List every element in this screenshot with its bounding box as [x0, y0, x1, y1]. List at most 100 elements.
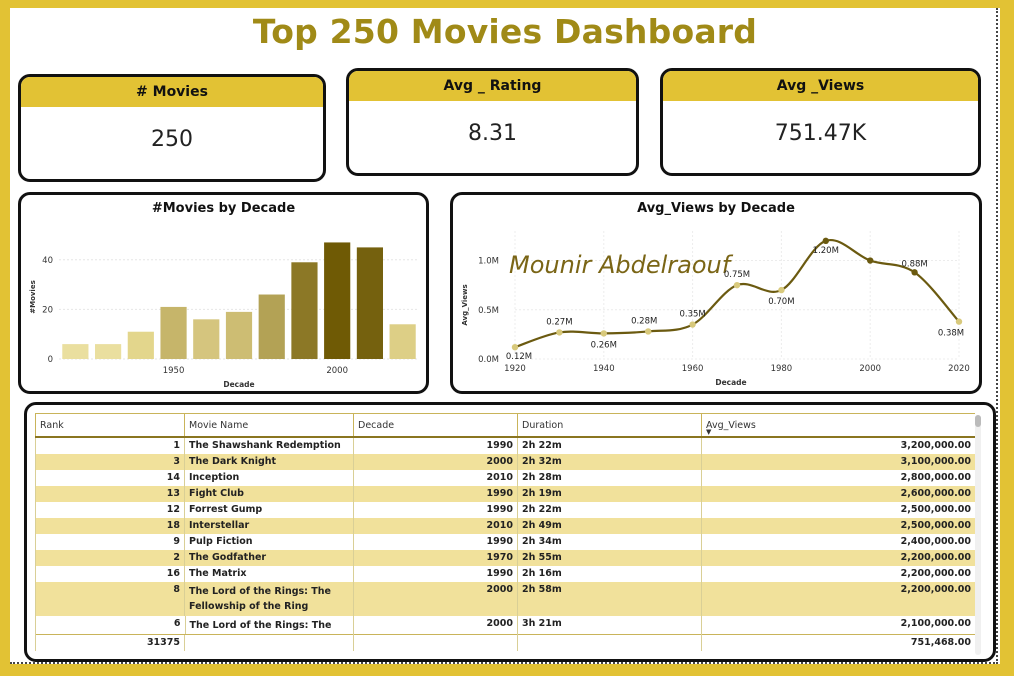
bar-chart-card[interactable]: #Movies by Decade 0 20 40 1950 2000 Decade #Mo… [18, 192, 429, 394]
table-row[interactable]: 13 Fight Club 1990 2h 19m 2,600,000.00 [35, 486, 975, 502]
kpi-value: 250 [151, 127, 193, 152]
column-header-duration[interactable]: Duration [517, 413, 702, 438]
kpi-label: Avg _Views [663, 71, 978, 101]
line-point-1950 [645, 328, 652, 335]
table-row[interactable]: 2 The Godfather 1970 2h 55m 2,200,000.00 [35, 550, 975, 566]
table-row[interactable]: 16 The Matrix 1990 2h 16m 2,200,000.00 [35, 566, 975, 582]
table-total-row: 31375 751,468.00 [35, 634, 975, 651]
column-header-avg-views[interactable]: Avg_Views ▼ [701, 413, 975, 438]
line-point-label: 0.88M [901, 259, 927, 269]
table-row[interactable]: 1 The Shawshank Redemption 1990 2h 22m 3,200… [35, 437, 975, 454]
watermark-signature: Mounir Abdelraouf [509, 251, 734, 279]
decade-cell: 2010 [353, 470, 518, 486]
movies-table-card[interactable]: Rank Movie Name Decade Duration Avg_View… [24, 402, 996, 662]
total-empty-cell [517, 634, 702, 651]
line-point-1940 [600, 330, 607, 337]
table-row[interactable]: 9 Pulp Fiction 1990 2h 34m 2,400,000.00 [35, 534, 975, 550]
rank-cell: 14 [35, 470, 185, 486]
column-header-avg-views-label: Avg_Views [706, 419, 756, 431]
kpi-card-views[interactable]: Avg _Views 751.47K [660, 68, 981, 176]
avg-views-cell: 2,200,000.00 [701, 550, 975, 566]
line-point-label: 0.35M [679, 310, 705, 320]
table-row[interactable]: 12 Forrest Gump 1990 2h 22m 2,500,000.00 [35, 502, 975, 518]
movie-name-cell: Interstellar [184, 518, 354, 534]
table-row[interactable]: 18 Interstellar 2010 2h 49m 2,500,000.00 [35, 518, 975, 534]
bar-chart-title: #Movies by Decade [151, 201, 296, 216]
kpi-label: Avg _ Rating [349, 71, 636, 101]
bar-x-tick-label: 1950 [163, 366, 185, 376]
line-point-1980 [778, 286, 785, 294]
kpi-card-movies[interactable]: # Movies 250 [18, 74, 326, 182]
decade-cell: 2010 [353, 518, 518, 534]
table-row[interactable]: 3 The Dark Knight 2000 2h 32m 3,100,000.00 [35, 454, 975, 470]
line-point-label: 0.27M [546, 317, 572, 327]
bar-mark-1970 [225, 311, 253, 359]
line-x-axis-label: Decade [715, 378, 746, 387]
bar-mark-1950 [160, 306, 187, 359]
kpi-card-rating[interactable]: Avg _ Rating 8.31 [346, 68, 639, 176]
bar-mark-1940 [127, 331, 154, 359]
duration-cell: 2h 58m [517, 582, 702, 616]
movie-name-cell: The Shawshank Redemption [184, 437, 354, 454]
decade-cell: 2000 [353, 454, 518, 470]
line-point-2010 [911, 269, 918, 276]
duration-cell: 2h 28m [517, 470, 702, 486]
table-header-row: Rank Movie Name Decade Duration Avg_View… [35, 413, 975, 438]
total-empty-cell [353, 634, 518, 651]
decade-cell: 1990 [353, 502, 518, 518]
avg-views-cell: 2,600,000.00 [701, 486, 975, 502]
bar-mark-1920 [62, 344, 89, 359]
bar-mark-1980 [258, 294, 285, 359]
duration-cell: 2h 22m [517, 502, 702, 518]
decade-cell: 1990 [353, 566, 518, 582]
decade-cell: 1990 [353, 486, 518, 502]
movies-table: Rank Movie Name Decade Duration Avg_View… [35, 413, 975, 651]
table-row[interactable]: 14 Inception 2010 2h 28m 2,800,000.00 [35, 470, 975, 486]
duration-cell: 2h 34m [517, 534, 702, 550]
line-point-label: 0.70M [768, 297, 794, 307]
rank-cell: 3 [35, 454, 185, 470]
duration-cell: 3h 21m [517, 616, 702, 635]
line-chart-card[interactable]: Avg_Views by Decade 1920 1940 1960 1980 2000… [450, 192, 982, 394]
total-avg-views-cell: 751,468.00 [701, 634, 975, 651]
line-point-1930 [556, 329, 563, 336]
avg-views-cell: 2,200,000.00 [701, 582, 975, 616]
line-x-tick-label: 2000 [859, 364, 881, 374]
movie-name-cell: Inception [184, 470, 354, 486]
line-y-axis-label: Avg_Views [461, 284, 469, 325]
movie-name-cell: The Lord of the Rings: The Fellowship of… [184, 582, 354, 616]
rank-cell: 13 [35, 486, 185, 502]
line-chart-title: Avg_Views by Decade [637, 201, 795, 216]
line-point-1960 [689, 321, 696, 328]
total-empty-cell [184, 634, 354, 651]
kpi-value: 8.31 [468, 121, 517, 146]
line-point-2000 [867, 257, 874, 264]
canvas-edge-right [996, 8, 998, 664]
table-scrollbar[interactable] [975, 415, 981, 655]
rank-cell: 12 [35, 502, 185, 518]
line-x-tick-label: 1980 [771, 364, 793, 374]
duration-cell: 2h 32m [517, 454, 702, 470]
table-row[interactable]: 8 The Lord of the Rings: The Fellowship o… [35, 582, 975, 616]
bar-mark-1960 [193, 319, 220, 359]
avg-views-cell: 2,200,000.00 [701, 566, 975, 582]
column-header-rank[interactable]: Rank [35, 413, 185, 438]
line-y-tick-label: 1.0M [478, 257, 499, 267]
bar-mark-2020 [389, 324, 416, 359]
rank-cell: 18 [35, 518, 185, 534]
bar-y-axis-label: #Movies [29, 280, 37, 314]
rank-cell: 2 [35, 550, 185, 566]
line-x-tick-label: 2020 [948, 364, 970, 374]
column-header-movie-name[interactable]: Movie Name [184, 413, 354, 438]
avg-views-cell: 2,400,000.00 [701, 534, 975, 550]
column-header-decade[interactable]: Decade [353, 413, 518, 438]
line-point-label: 0.12M [506, 352, 532, 362]
bar-x-axis-label: Decade [223, 380, 254, 389]
table-scroll-thumb[interactable] [975, 415, 981, 427]
avg-views-cell: 3,100,000.00 [701, 454, 975, 470]
avg-views-cell: 2,800,000.00 [701, 470, 975, 486]
bar-y-tick-label: 0 [48, 355, 53, 365]
bar-x-tick-label: 2000 [326, 366, 348, 376]
sort-descending-icon[interactable]: ▼ [706, 428, 712, 436]
